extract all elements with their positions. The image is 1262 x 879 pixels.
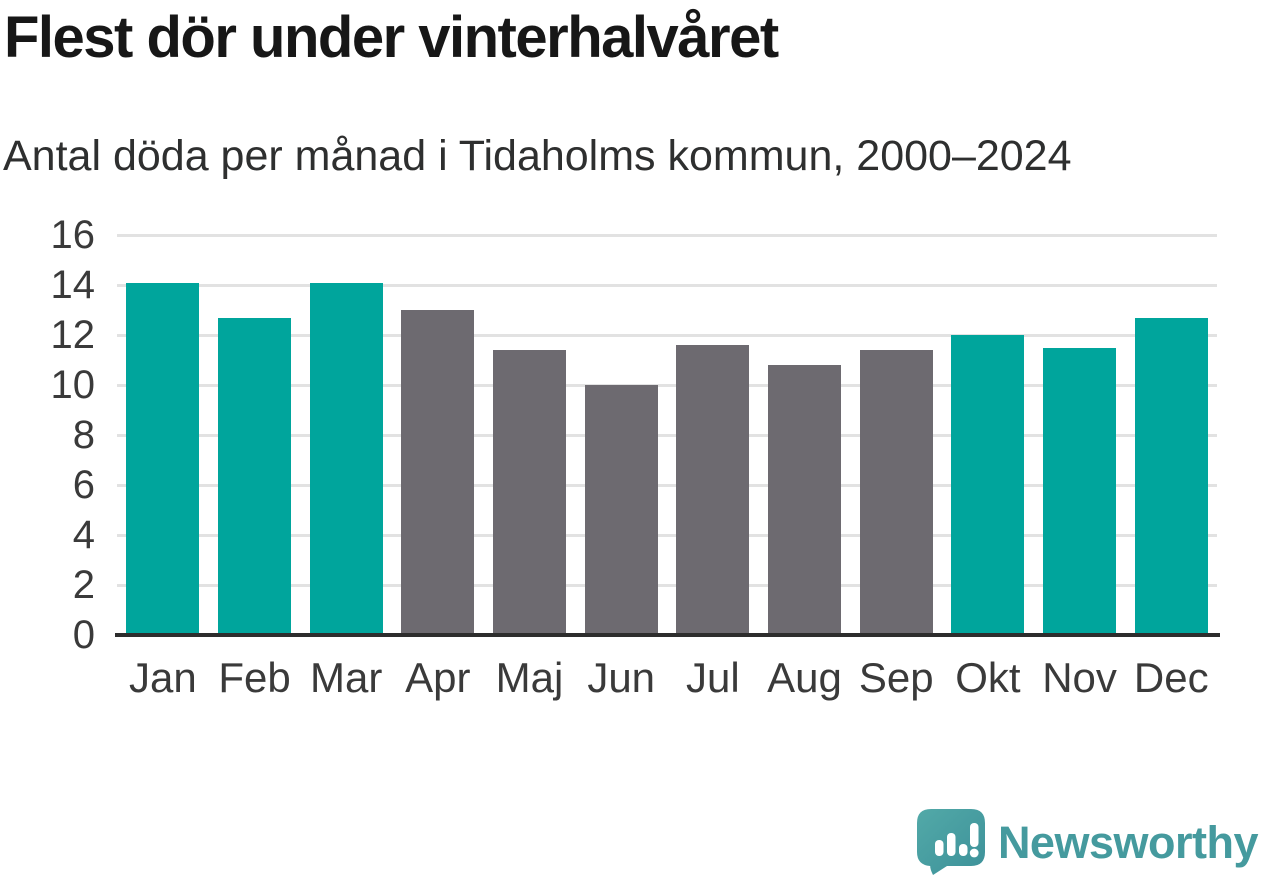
logo-bar-2 [946,833,956,856]
bar-slot-maj [484,235,576,635]
bar-slot-nov [1034,235,1126,635]
gridline-2 [117,583,1217,587]
gridline-6 [117,483,1217,487]
y-tick-label-6: 6 [72,463,95,507]
x-axis-labels: Jan Feb Mar Apr Maj Jun Jul Aug Sep Okt Nov Dec [117,654,1217,701]
bar-okt [951,335,1025,635]
bar-slot-apr [392,235,484,635]
bar-nov [1043,347,1117,635]
bar-slot-jan [117,235,209,635]
bar-slot-mar [300,235,392,635]
newsworthy-speech-bubble-icon [916,809,985,875]
bar-sep [859,350,933,635]
x-tick-label-jun: Jun [587,654,656,701]
bar-slot-jul [667,235,759,635]
y-tick-label-10: 10 [50,363,96,407]
bar-slot-aug [759,235,851,635]
bar-jun [584,385,658,635]
gridline-4 [117,533,1217,537]
gridline-16 [117,233,1217,237]
x-tick-label-sep: Sep [858,654,934,701]
x-tick-label-maj: Maj [495,654,564,701]
newsworthy-logo-text: Newsworthy [997,816,1259,868]
y-tick-label-4: 4 [72,513,95,557]
bar-slot-dec [1125,235,1217,635]
bar-slot-okt [942,235,1034,635]
gridline-14 [117,283,1217,287]
logo-bar-3 [958,844,968,856]
logo-bar-1 [934,840,944,856]
x-tick-label-apr: Apr [405,654,471,701]
x-tick-label-jan: Jan [128,654,197,701]
newsworthy-logo: Newsworthy [916,809,1259,875]
bar-series [117,235,1217,635]
bar-jan [126,282,200,635]
x-tick-label-feb: Feb [218,654,291,701]
gridline-10 [117,383,1217,387]
chart-title: Flest dör under vinterhalvåret [4,5,779,70]
gridline-12 [117,333,1217,337]
bar-slot-feb [209,235,301,635]
x-tick-label-okt: Okt [955,654,1021,701]
y-tick-label-0: 0 [72,613,95,657]
y-axis-labels: 0 2 4 6 8 10 12 14 16 [0,214,96,656]
gridline-8 [117,433,1217,437]
x-tick-label-nov: Nov [1042,654,1117,701]
logo-exclamation-bar [969,823,979,847]
y-tick-label-8: 8 [72,413,95,457]
bar-jul [676,345,750,635]
bar-mar [309,282,383,635]
bar-apr [401,310,475,635]
x-axis-line [115,633,1220,637]
bar-slot-jun [575,235,667,635]
bar-feb [218,317,291,635]
bar-dec [1134,317,1208,635]
bar-aug [768,365,842,635]
plot-area [115,233,1220,637]
y-tick-label-12: 12 [50,313,96,357]
logo-exclamation-dot [969,848,979,858]
x-tick-label-dec: Dec [1133,654,1209,701]
x-tick-label-mar: Mar [310,654,383,701]
x-tick-label-aug: Aug [767,654,842,701]
y-tick-label-2: 2 [72,563,95,607]
bar-slot-sep [850,235,942,635]
y-tick-label-14: 14 [50,263,96,307]
bar-maj [493,350,567,635]
x-tick-label-jul: Jul [686,654,740,701]
y-tick-label-16: 16 [50,213,96,257]
chart-subtitle: Antal döda per månad i Tidaholms kommun,… [3,132,1072,180]
